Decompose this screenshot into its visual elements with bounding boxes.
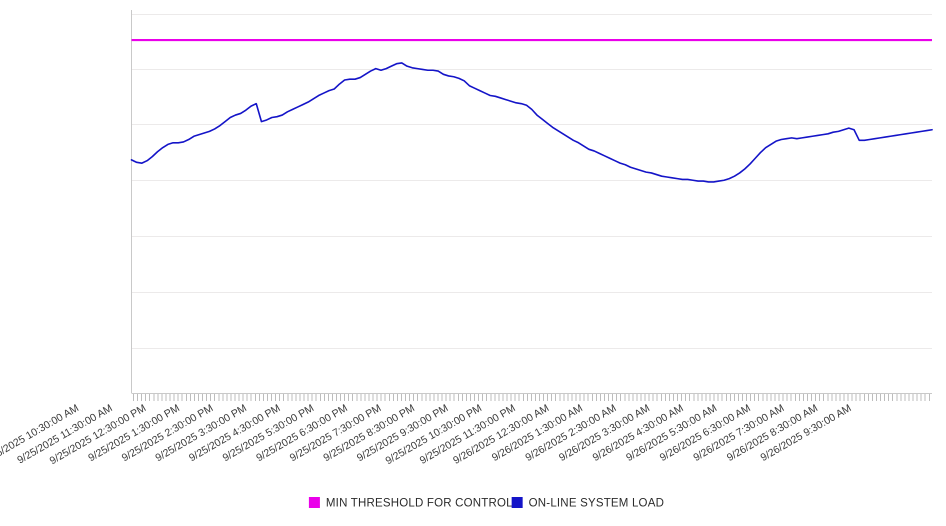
legend-label-1[interactable]: ON-LINE SYSTEM LOAD xyxy=(529,498,664,510)
chart-legend: MIN THRESHOLD FOR CONTROL ON-LINE SYSTEM … xyxy=(308,497,664,510)
on-line-system-load-line xyxy=(130,62,933,183)
axes-group xyxy=(131,10,932,394)
legend-label-0[interactable]: MIN THRESHOLD FOR CONTROL xyxy=(326,498,513,510)
load-series-group xyxy=(130,62,933,183)
legend-swatch-1[interactable] xyxy=(511,497,523,508)
x-axis-tick-marks xyxy=(133,394,930,401)
legend-swatch-0[interactable] xyxy=(308,497,320,508)
gridlines-group xyxy=(131,14,932,349)
x-axis-labels-group: 9/25/2025 10:30:00 AM9/25/2025 11:30:00 … xyxy=(0,402,854,467)
